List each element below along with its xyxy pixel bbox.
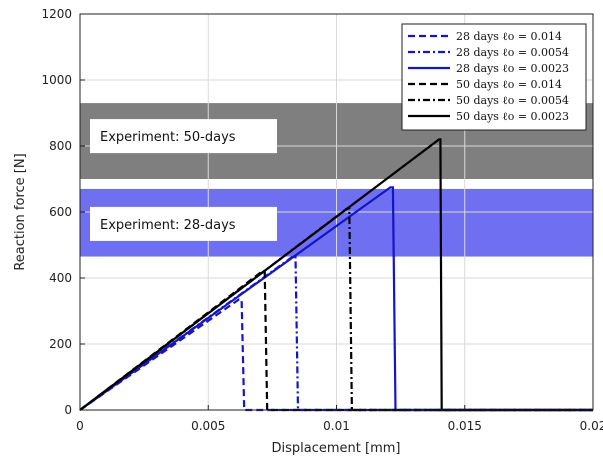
x-tick-label: 0.01 [323, 419, 350, 433]
legend-entry-0: 28 days ℓo = 0.014 [456, 30, 562, 43]
y-tick-label: 600 [49, 205, 72, 219]
band-label-1: Experiment: 28-days [100, 218, 236, 233]
x-tick-label: 0.005 [191, 419, 225, 433]
y-tick-label: 1000 [41, 73, 72, 87]
legend-entry-3: 50 days ℓo = 0.014 [456, 78, 562, 91]
legend: 28 days ℓo = 0.014 28 days ℓo = 0.0054 28 … [401, 23, 587, 131]
y-tick-label: 0 [64, 403, 72, 417]
band-label-box-1 [90, 206, 277, 241]
y-tick-label: 400 [49, 271, 72, 285]
legend-entry-1: 28 days ℓo = 0.0054 [456, 46, 569, 59]
x-tick-label: 0.015 [448, 419, 482, 433]
y-axis-label: Reaction force [N] [13, 153, 28, 270]
x-axis-label: Displacement [mm] [272, 441, 401, 456]
y-tick-label: 800 [49, 139, 72, 153]
legend-entry-2: 28 days ℓo = 0.0023 [456, 62, 569, 75]
x-tick-label: 0 [76, 419, 84, 433]
x-tick-label: 0.02 [580, 419, 603, 433]
y-tick-label: 1200 [41, 7, 72, 21]
y-tick-label: 200 [49, 337, 72, 351]
legend-entry-5: 50 days ℓo = 0.0023 [456, 110, 569, 123]
axis-ticks: 0 200 400 600 800 1000 1200 0 0.005 0.01 0.015 0.02 [41, 7, 603, 433]
band-label-box-0 [90, 119, 277, 154]
legend-entry-4: 50 days ℓo = 0.0054 [456, 94, 569, 107]
legend-box [401, 23, 587, 131]
band-labels: Experiment: 50-days Experiment: 28-days [90, 119, 277, 241]
band-label-0: Experiment: 50-days [100, 130, 236, 145]
